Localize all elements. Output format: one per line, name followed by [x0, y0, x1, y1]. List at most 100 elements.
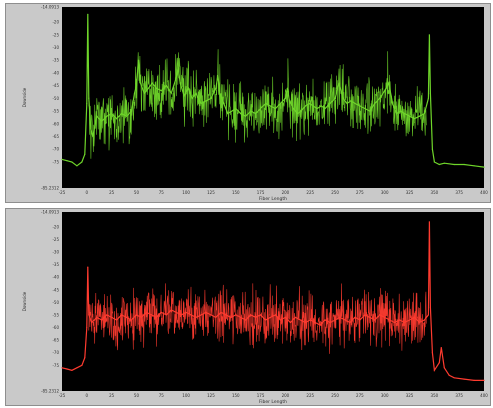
- data-point: [96, 316, 98, 318]
- y-tick-label: -14.0913: [41, 210, 59, 215]
- data-point: [220, 311, 222, 313]
- x-tick-label: 275: [356, 393, 364, 398]
- chart-panel-top: -14.0913 -20 -25 -30 -35 -40 -45 -50 -55 -60 -65 -7…: [5, 3, 491, 203]
- data-point: [394, 321, 396, 324]
- data-point: [245, 115, 247, 117]
- data-point: [90, 128, 92, 130]
- data-point: [250, 110, 252, 112]
- data-point: [316, 107, 318, 110]
- data-point: [453, 163, 455, 166]
- data-point: [308, 102, 310, 105]
- data-point: [350, 100, 352, 102]
- x-tick-label: 225: [306, 393, 314, 398]
- data-point: [88, 97, 90, 99]
- y-tick-label: -85.2312: [41, 389, 59, 394]
- data-point: [359, 105, 361, 107]
- data-point: [400, 110, 402, 112]
- data-point: [101, 319, 103, 321]
- data-point: [284, 316, 286, 318]
- data-point: [443, 162, 445, 164]
- data-point: [427, 314, 429, 316]
- data-point: [121, 113, 123, 115]
- data-point: [269, 105, 272, 107]
- x-axis-label: Fiber Length: [259, 399, 287, 405]
- data-point: [190, 314, 192, 316]
- y-tick-label: -45: [52, 287, 59, 292]
- x-tick-label: 75: [159, 190, 165, 195]
- data-point: [87, 13, 89, 15]
- data-point: [384, 316, 386, 318]
- data-point: [130, 110, 133, 112]
- data-point: [139, 82, 141, 84]
- data-point: [483, 166, 485, 168]
- data-point: [183, 95, 185, 97]
- data-point: [240, 316, 242, 318]
- data-point: [92, 135, 94, 138]
- data-point: [288, 100, 290, 102]
- data-point: [66, 368, 68, 370]
- data-point: [61, 367, 63, 369]
- data-point: [346, 102, 348, 105]
- data-point: [81, 364, 83, 366]
- data-point: [429, 92, 431, 94]
- data-point: [88, 314, 90, 316]
- y-tick-label: -60: [52, 325, 59, 330]
- data-point: [191, 97, 193, 99]
- data-point: [71, 369, 73, 371]
- data-point: [151, 82, 153, 84]
- data-point: [66, 160, 68, 162]
- x-tick-label: 150: [232, 190, 240, 195]
- data-point: [369, 316, 371, 318]
- data-point: [369, 110, 371, 112]
- data-point: [165, 314, 167, 316]
- data-point: [101, 120, 103, 122]
- data-point: [143, 92, 145, 94]
- x-tick-label: 0: [86, 190, 89, 195]
- data-point: [177, 67, 179, 69]
- data-point: [364, 314, 366, 316]
- x-tick-label: 375: [455, 190, 463, 195]
- data-point: [179, 82, 181, 84]
- data-point: [483, 379, 485, 381]
- data-point: [250, 314, 252, 316]
- x-tick-label: 175: [257, 190, 265, 195]
- data-point: [175, 311, 177, 313]
- y-tick-label: -60: [52, 121, 59, 126]
- data-point: [408, 115, 411, 117]
- data-point: [379, 97, 381, 99]
- data-point: [116, 118, 118, 120]
- data-point: [396, 113, 398, 115]
- x-tick-label: 275: [356, 190, 364, 195]
- data-point: [334, 319, 336, 321]
- data-point: [81, 161, 83, 163]
- data-point: [255, 113, 257, 115]
- data-point: [230, 316, 232, 318]
- chart-top: -14.0913 -20 -25 -30 -35 -40 -45 -50 -55 -60 -65 -7…: [22, 5, 488, 203]
- data-point: [418, 321, 421, 324]
- y-tick-label: -50: [52, 300, 59, 305]
- data-point: [431, 148, 433, 150]
- data-point: [359, 319, 361, 321]
- x-tick-label: 175: [257, 393, 265, 398]
- data-point: [324, 319, 326, 321]
- y-tick-label: -25: [52, 32, 59, 37]
- x-tick-label: 400: [480, 393, 488, 398]
- data-point: [404, 113, 406, 115]
- x-axis-label: Fiber Length: [259, 196, 287, 202]
- x-tick-label: 300: [381, 190, 389, 195]
- data-point: [215, 316, 217, 318]
- data-point: [84, 357, 86, 359]
- data-point: [463, 378, 465, 380]
- x-tick-label: -25: [59, 190, 66, 195]
- data-point: [329, 102, 331, 105]
- y-tick-label: -30: [52, 45, 59, 50]
- data-point: [354, 102, 356, 105]
- data-point: [91, 321, 93, 324]
- x-tick-label: 350: [431, 190, 439, 195]
- data-point: [284, 97, 286, 99]
- x-tick-label: 25: [109, 393, 115, 398]
- data-point: [121, 314, 123, 316]
- y-tick-label: -45: [52, 83, 59, 88]
- data-point: [210, 97, 212, 99]
- data-point: [399, 319, 401, 321]
